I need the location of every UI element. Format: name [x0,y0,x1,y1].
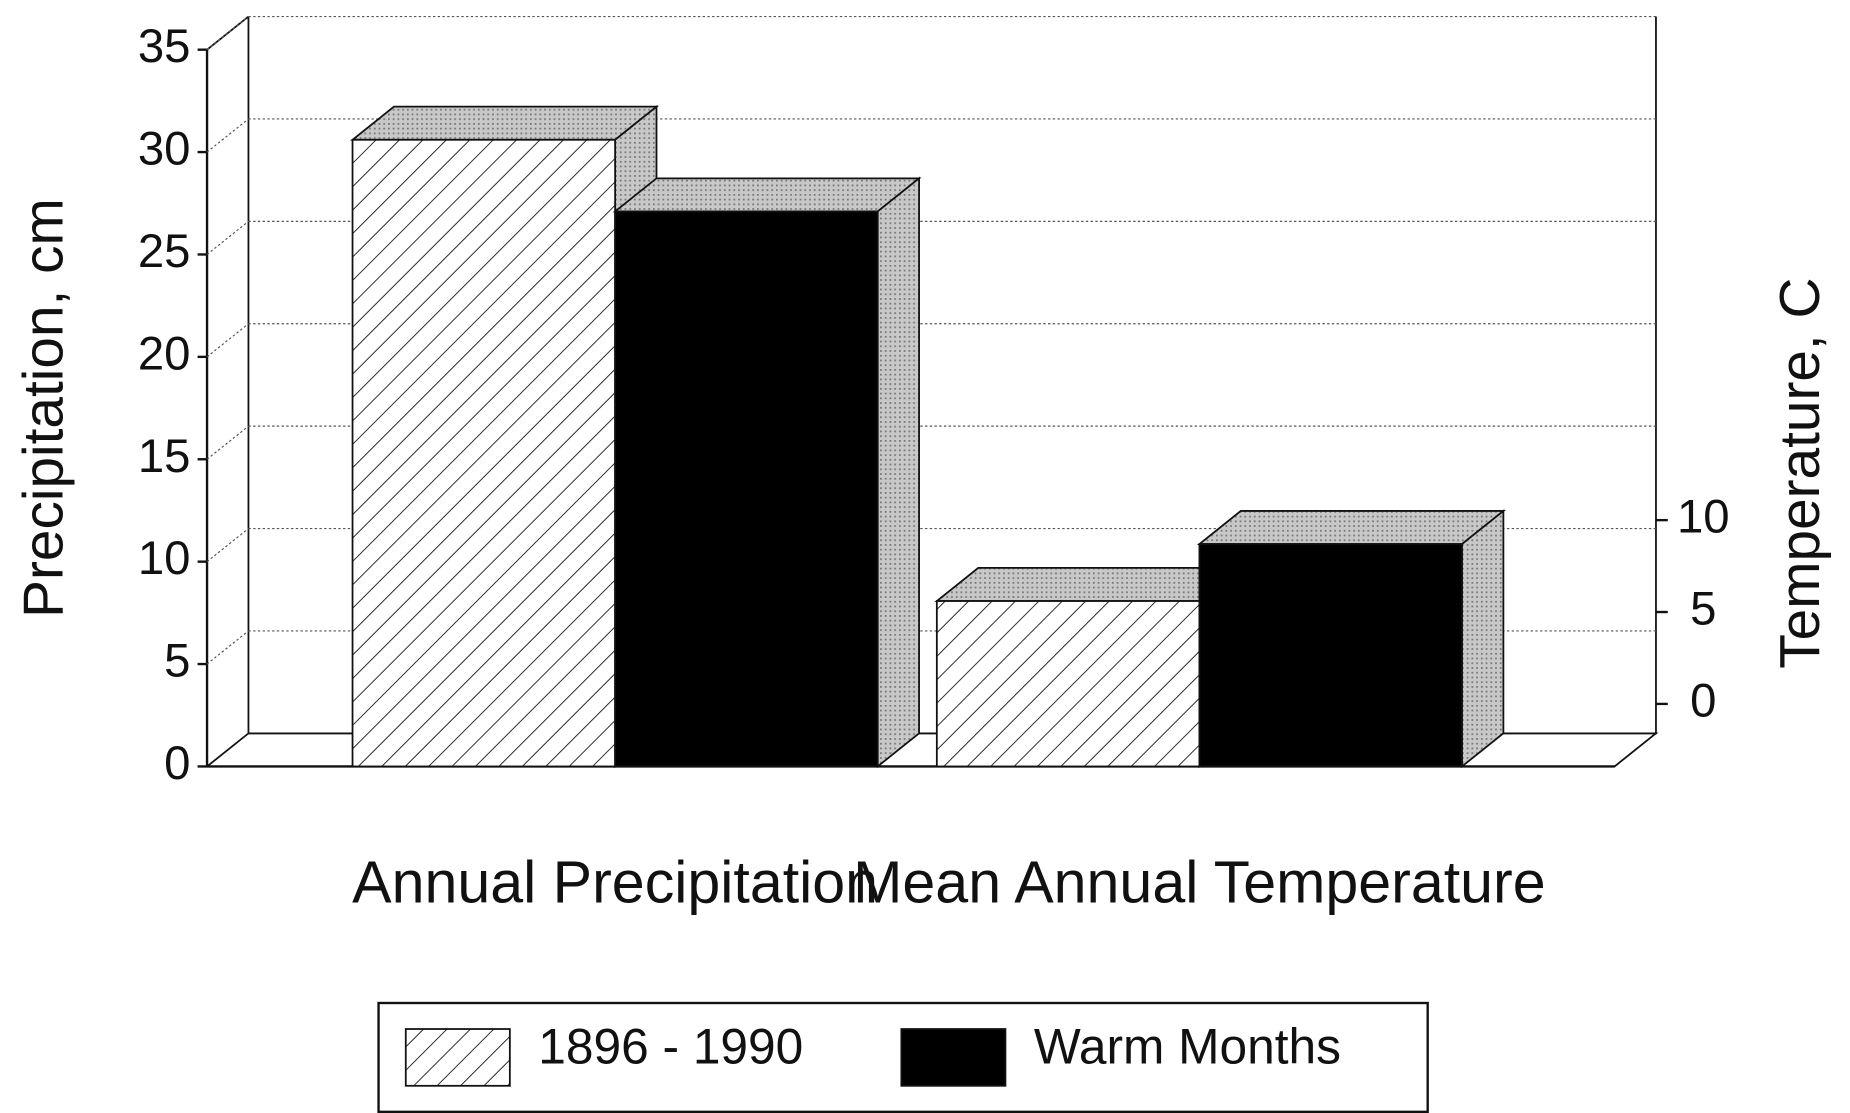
bar-top [934,567,1244,602]
bar [935,600,1201,768]
bar [614,210,879,768]
y-axis-title: Precipitation, cm [12,198,75,618]
y-tick-label: 5 [164,635,190,688]
y-tick-label: 30 [138,123,191,176]
grid-line-side [206,425,249,460]
grid-line-side [206,118,249,153]
bar-top [612,177,922,213]
bar-top [350,105,660,141]
x-tick-label: Annual Precipitation [352,849,878,916]
y2-tick-label: 5 [1690,583,1716,636]
legend-label: 1896 - 1990 [538,1018,803,1074]
y-tick-label: 25 [138,225,191,278]
bar [351,138,616,768]
grid-line-side [206,528,249,563]
legend-swatch [404,1028,511,1087]
legend-label: Warm Months [1034,1018,1341,1074]
bar-side [1461,509,1505,769]
y2-axis-title: Temperature, C [1769,278,1832,669]
grid-line-side [206,220,249,255]
y-tick-label: 10 [138,532,191,585]
bar-top [1196,510,1506,545]
y2-tick-label: 10 [1677,491,1730,544]
y-tick-label: 35 [138,20,191,73]
bar-side [876,176,920,769]
y2-tick-label: 0 [1690,674,1716,727]
y-tick-label: 15 [138,430,191,483]
grid-line-side [206,16,249,51]
legend-swatch [900,1028,1007,1087]
y-tick-label: 20 [138,327,191,380]
grid-line-side [206,323,249,358]
bar [1198,543,1463,768]
x-tick-label: Mean Annual Temperature [853,849,1545,916]
grid-line-side [206,630,249,665]
y-tick-label: 0 [164,737,190,790]
legend-box [377,1001,1429,1113]
